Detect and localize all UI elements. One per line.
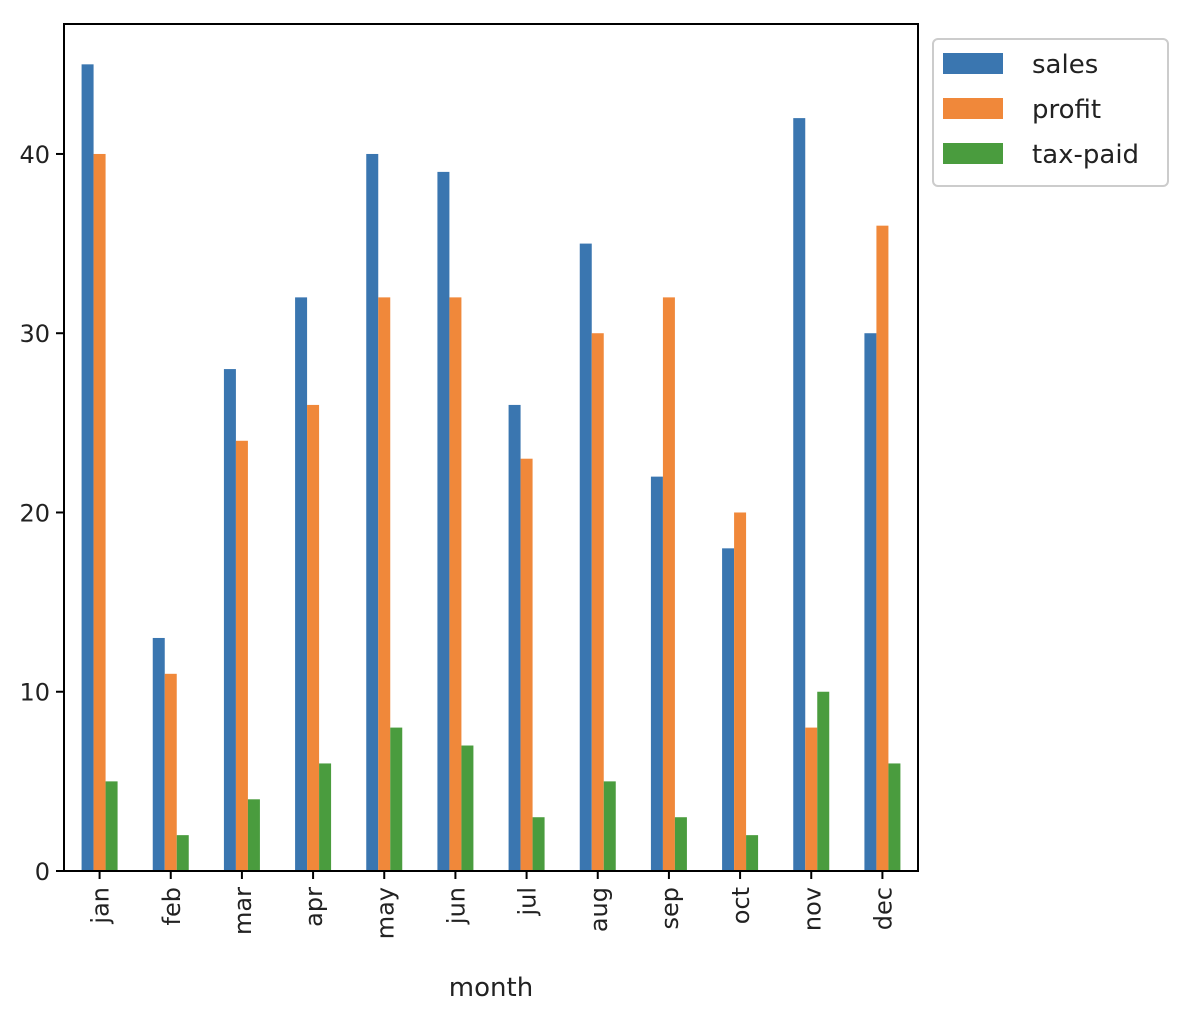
x-tick-label: apr [300, 887, 328, 927]
bar-tax-paid-mar [247, 799, 260, 871]
bar-sales-jun [437, 171, 450, 871]
legend-label-sales: sales [1032, 50, 1098, 80]
legend-swatch-tax-paid [943, 143, 1003, 164]
x-tick-label: mar [229, 887, 257, 935]
bar-tax-paid-nov [817, 691, 830, 871]
bar-profit-dec [876, 225, 889, 871]
bar-tax-paid-jun [461, 745, 474, 871]
bar-tax-paid-sep [674, 817, 687, 871]
bar-sales-may [366, 153, 379, 872]
x-tick-label: jun [442, 887, 470, 925]
bar-profit-jan [93, 153, 106, 872]
bar-tax-paid-jul [532, 817, 545, 871]
bar-sales-jan [81, 64, 94, 872]
bar-sales-mar [223, 369, 236, 871]
bar-sales-aug [579, 243, 592, 871]
bar-profit-mar [235, 440, 248, 871]
y-tick-label: 30 [19, 320, 50, 348]
x-tick-label: jan [87, 887, 115, 925]
bar-profit-sep [662, 297, 675, 871]
bar-sales-jul [508, 404, 521, 871]
x-tick-label: aug [585, 887, 613, 932]
bar-tax-paid-dec [888, 763, 901, 871]
legend-label-profit: profit [1032, 95, 1101, 125]
x-axis: jan feb mar apr may jun jul aug sep oct nov dec [87, 871, 897, 939]
bar-profit-jul [520, 458, 533, 871]
plot-frame [63, 23, 919, 872]
bar-profit-apr [307, 404, 320, 871]
bar-sales-dec [864, 333, 877, 871]
bar-profit-oct [734, 512, 747, 871]
bar-profit-feb [164, 673, 177, 871]
bar-sales-sep [650, 476, 663, 871]
bar-sales-nov [793, 118, 806, 872]
bar-profit-may [378, 297, 391, 871]
bar-tax-paid-jan [105, 781, 118, 871]
y-tick-label: 40 [19, 141, 50, 169]
x-tick-label: nov [798, 887, 826, 931]
bar-tax-paid-feb [176, 835, 189, 871]
bar-profit-aug [591, 333, 604, 871]
y-tick-label: 0 [35, 858, 50, 886]
x-axis-label: month [449, 973, 533, 1003]
y-axis: 0 10 20 30 40 [19, 141, 64, 886]
y-tick-label: 20 [19, 499, 50, 527]
bars-group [81, 64, 901, 872]
bar-tax-paid-oct [746, 835, 759, 871]
bar-profit-jun [449, 297, 462, 871]
x-tick-label: dec [869, 887, 897, 930]
x-tick-label: jul [514, 887, 542, 917]
bar-tax-paid-aug [603, 781, 616, 871]
legend: sales profit tax-paid [932, 38, 1169, 187]
bar-tax-paid-apr [319, 763, 332, 871]
bar-sales-oct [722, 548, 735, 871]
x-tick-label: feb [158, 887, 186, 925]
y-tick-label: 10 [19, 679, 50, 707]
x-tick-label: oct [727, 887, 755, 924]
legend-label-tax-paid: tax-paid [1032, 140, 1139, 170]
bar-sales-feb [152, 637, 165, 871]
bar-sales-apr [295, 297, 308, 871]
legend-swatch-sales [943, 53, 1003, 74]
x-tick-label: may [371, 887, 399, 939]
bar-tax-paid-may [390, 727, 403, 871]
legend-swatch-profit [943, 98, 1003, 119]
bar-profit-nov [805, 727, 818, 871]
x-tick-label: sep [656, 887, 684, 930]
